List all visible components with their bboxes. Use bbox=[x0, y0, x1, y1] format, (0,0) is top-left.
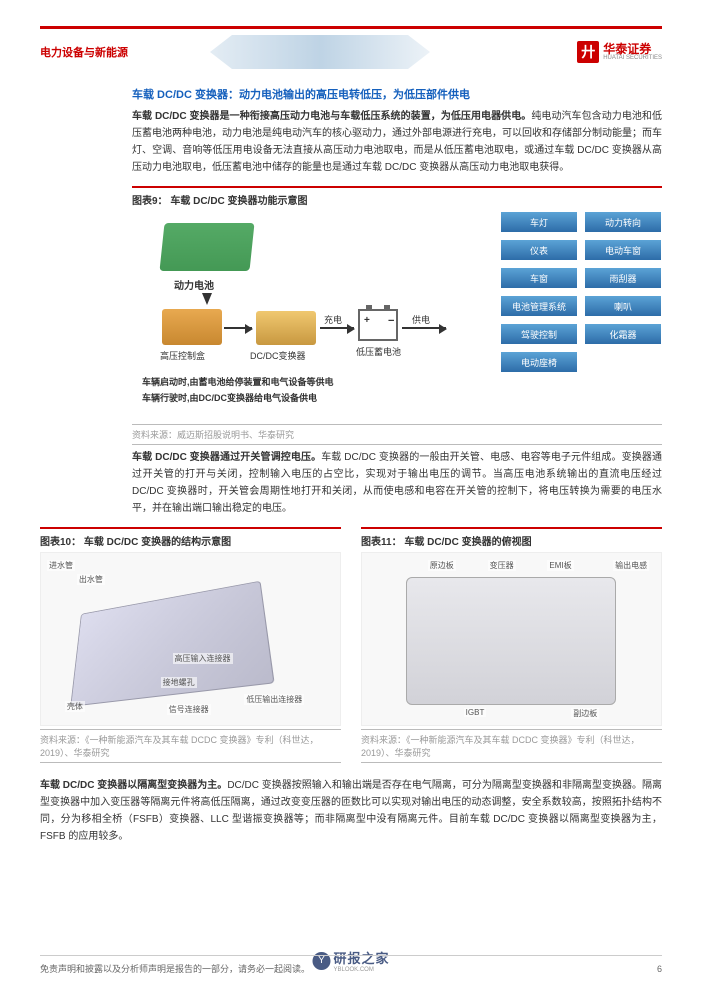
dcdc-icon bbox=[256, 311, 316, 345]
section-1-title: 车载 DC/DC 变换器：动力电池输出的高压电转低压，为低压部件供电 bbox=[132, 86, 662, 102]
page: 电力设备与新能源 廾 华泰证券 HUATAI SECURITIES 车载 DC/… bbox=[0, 0, 702, 991]
figure-9-source: 资料来源：威迈斯招股说明书、华泰研究 bbox=[132, 424, 662, 445]
load-cell: 电池管理系统 bbox=[500, 295, 578, 317]
logo-icon: 廾 bbox=[577, 41, 599, 63]
dcdc-label: DC/DC变换器 bbox=[250, 349, 306, 362]
section-2-para: 车载 DC/DC 变换器通过开关管调控电压。车载 DC/DC 变换器的一般由开关… bbox=[132, 449, 662, 517]
arrow-down-icon bbox=[202, 293, 212, 305]
load-cell: 喇叭 bbox=[584, 295, 662, 317]
load-cell: 车窗 bbox=[500, 267, 578, 289]
callout-label: 副边板 bbox=[571, 708, 599, 719]
arrow-icon bbox=[224, 327, 252, 329]
callout-label: 进水管 bbox=[47, 560, 75, 571]
logo: 廾 华泰证券 HUATAI SECURITIES bbox=[577, 41, 662, 63]
lv-battery-label: 低压蓄电池 bbox=[356, 345, 401, 358]
device-top-icon bbox=[406, 577, 616, 705]
callout-label: 信号连接器 bbox=[167, 704, 211, 715]
page-header: 电力设备与新能源 廾 华泰证券 HUATAI SECURITIES bbox=[40, 26, 662, 68]
callout-label: 出水管 bbox=[77, 574, 105, 585]
footer-disclaimer: 免责声明和披露以及分析师声明是报告的一部分，请务必一起阅读。 bbox=[40, 962, 310, 975]
load-cell: 电动座椅 bbox=[500, 351, 578, 373]
minus-icon: − bbox=[388, 315, 394, 327]
supply-label: 供电 bbox=[412, 313, 430, 326]
section-2-lead: 车载 DC/DC 变换器通过开关管调控电压。 bbox=[132, 452, 321, 463]
load-cell: 化霜器 bbox=[584, 323, 662, 345]
plus-icon: + bbox=[364, 315, 370, 326]
section-3-lead: 车载 DC/DC 变换器以隔离型变换器为主。 bbox=[40, 780, 227, 791]
arrow-icon bbox=[402, 327, 446, 329]
figure-10-source: 资料来源：《一种新能源汽车及其车载 DCDC 变换器》专利（科世达，2019）、… bbox=[40, 729, 341, 763]
battery-icon bbox=[159, 223, 254, 271]
figure-11-source: 资料来源：《一种新能源汽车及其车载 DCDC 变换器》专利（科世达，2019）、… bbox=[361, 729, 662, 763]
callout-label: 低压输出连接器 bbox=[244, 694, 304, 705]
load-cell: 仪表 bbox=[500, 239, 578, 261]
load-cell: 动力转向 bbox=[584, 211, 662, 233]
callout-label: IGBT bbox=[464, 708, 487, 717]
section-1-para: 车载 DC/DC 变换器是一种衔接高压动力电池与车载低压系统的装置，为低压用电器… bbox=[132, 108, 662, 176]
figure-11-title: 图表11： 车载 DC/DC 变换器的俯视图 bbox=[361, 527, 662, 552]
section-1-lead: 车载 DC/DC 变换器是一种衔接高压动力电池与车载低压系统的装置，为低压用电器… bbox=[132, 111, 531, 122]
figure-11: 图表11： 车载 DC/DC 变换器的俯视图 原边板 变压器 EMI板 输出电感 IGB… bbox=[361, 527, 662, 763]
figure-10: 图表10： 车载 DC/DC 变换器的结构示意图 进水管出水管高压输入连接器接地… bbox=[40, 527, 341, 763]
load-cell: 驾驶控制 bbox=[500, 323, 578, 345]
arrow-icon bbox=[320, 327, 354, 329]
loads-grid: 车灯动力转向仪表电动车窗车窗雨刮器电池管理系统喇叭驾驶控制化霜器电动座椅 bbox=[500, 211, 662, 373]
callout-label: 高压输入连接器 bbox=[173, 653, 233, 664]
figure-row: 图表10： 车载 DC/DC 变换器的结构示意图 进水管出水管高压输入连接器接地… bbox=[40, 527, 662, 763]
page-footer: 免责声明和披露以及分析师声明是报告的一部分，请务必一起阅读。 6 bbox=[40, 955, 662, 975]
battery-label: 动力电池 bbox=[174, 277, 214, 292]
footer-page-number: 6 bbox=[657, 964, 662, 974]
figure-9: 图表9： 车载 DC/DC 变换器功能示意图 动力电池 高压控制盒 DC/DC变… bbox=[132, 186, 662, 445]
logo-cn: 华泰证券 bbox=[603, 43, 662, 55]
load-cell: 车灯 bbox=[500, 211, 578, 233]
hv-control-icon bbox=[162, 309, 222, 345]
callout-label: 输出电感 bbox=[613, 560, 649, 571]
callout-label: EMI板 bbox=[547, 560, 573, 571]
callout-label: 壳体 bbox=[65, 701, 85, 712]
section-3-para: 车载 DC/DC 变换器以隔离型变换器为主。DC/DC 变换器按照输入和输出端是… bbox=[40, 777, 662, 845]
figure-11-canvas: 原边板 变压器 EMI板 输出电感 IGBT 副边板 bbox=[361, 552, 662, 726]
figure-9-canvas: 动力电池 高压控制盒 DC/DC变换器 充电 + − 低压蓄电池 供电 车灯动力… bbox=[132, 211, 662, 421]
charge-label: 充电 bbox=[324, 313, 342, 326]
load-cell: 雨刮器 bbox=[584, 267, 662, 289]
callout-label: 变压器 bbox=[488, 560, 516, 571]
header-decor bbox=[210, 35, 430, 69]
figure-9-title: 图表9： 车载 DC/DC 变换器功能示意图 bbox=[132, 186, 662, 211]
device-3d-icon bbox=[70, 581, 274, 707]
callout-label: 原边板 bbox=[428, 560, 456, 571]
header-category: 电力设备与新能源 bbox=[40, 44, 128, 60]
figure-9-caption-2: 车辆行驶时,由DC/DC变换器给电气设备供电 bbox=[142, 391, 317, 404]
figure-10-canvas: 进水管出水管高压输入连接器接地螺孔壳体 信号连接器 低压输出连接器 bbox=[40, 552, 341, 726]
hv-control-label: 高压控制盒 bbox=[160, 349, 205, 362]
figure-10-title: 图表10： 车载 DC/DC 变换器的结构示意图 bbox=[40, 527, 341, 552]
figure-9-caption-1: 车辆启动时,由蓄电池给停装置和电气设备等供电 bbox=[142, 375, 334, 388]
logo-en: HUATAI SECURITIES bbox=[603, 55, 662, 61]
load-cell: 电动车窗 bbox=[584, 239, 662, 261]
callout-label: 接地螺孔 bbox=[161, 677, 197, 688]
